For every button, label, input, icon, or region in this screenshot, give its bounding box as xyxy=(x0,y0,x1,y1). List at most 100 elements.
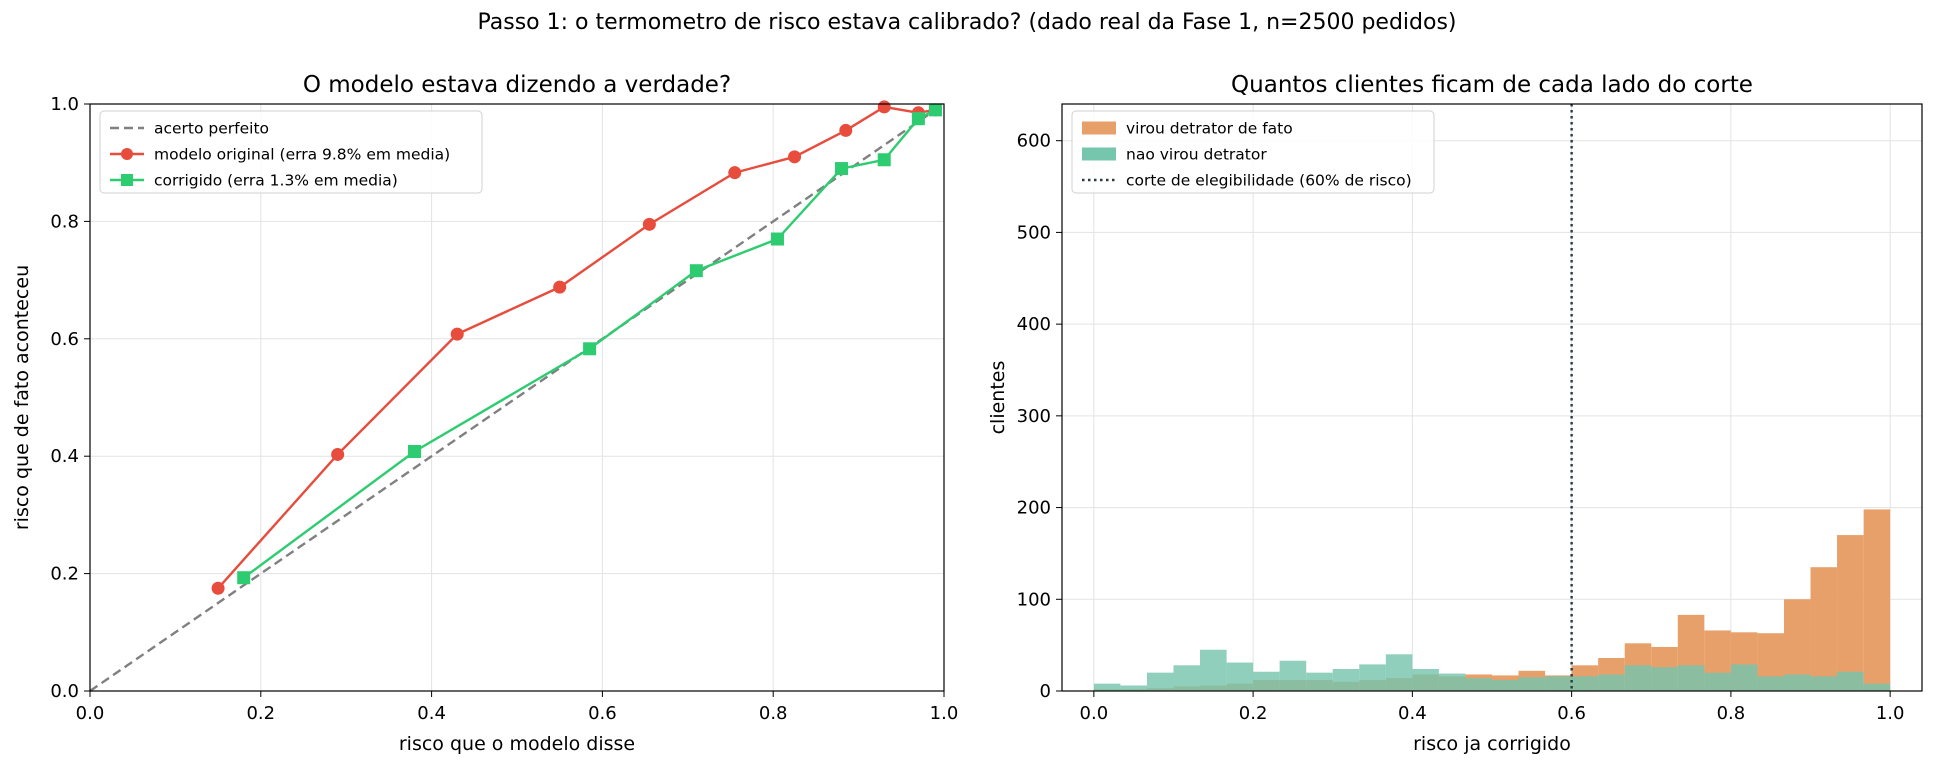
histogram-bar-non-detractor xyxy=(1677,665,1705,691)
calibration-plot: O modelo estava dizendo a verdade? 0.0 0.… xyxy=(11,72,958,755)
y-tick-label: 400 xyxy=(1017,314,1051,335)
histogram-bar-non-detractor xyxy=(1757,676,1785,691)
data-point-circle xyxy=(877,100,891,114)
histogram-bar-non-detractor xyxy=(1226,662,1254,691)
y-tick-label: 1.0 xyxy=(50,94,79,115)
x-tick-label: 0.2 xyxy=(246,703,275,724)
data-point-square xyxy=(237,571,251,585)
legend-marker-square xyxy=(121,174,133,186)
histogram-bar-non-detractor xyxy=(1837,671,1864,691)
histogram-bar-non-detractor xyxy=(1438,673,1466,691)
histogram-bar-non-detractor xyxy=(1863,683,1891,691)
legend-entry-label: corrigido (erra 1.3% em media) xyxy=(154,172,398,190)
data-point-square xyxy=(689,264,703,278)
histogram-plot-x-axis-label: risco ja corrigido xyxy=(1413,733,1571,755)
data-point-circle xyxy=(839,123,853,137)
histogram-bar-non-detractor xyxy=(1651,667,1678,691)
histogram-bar-non-detractor xyxy=(1810,676,1838,691)
histogram-bar-non-detractor xyxy=(1146,672,1174,691)
histogram-bar-non-detractor xyxy=(1093,683,1121,691)
y-tick-label: 200 xyxy=(1017,498,1051,519)
histogram-bar-non-detractor xyxy=(1359,664,1386,691)
data-point-circle xyxy=(331,447,345,461)
y-tick-label: 300 xyxy=(1017,406,1051,427)
data-point-square xyxy=(583,342,597,356)
calibration-plot-x-axis-label: risco que o modelo disse xyxy=(399,733,635,755)
x-tick-label: 0.0 xyxy=(1080,703,1109,724)
y-tick-label: 0.8 xyxy=(50,211,79,232)
x-tick-label: 0.8 xyxy=(1717,703,1746,724)
histogram-bar-non-detractor xyxy=(1385,654,1413,691)
legend-marker-circle xyxy=(121,148,133,160)
histogram-plot-title: Quantos clientes ficam de cada lado do c… xyxy=(1231,72,1753,98)
y-tick-label: 0.2 xyxy=(50,564,79,585)
histogram-plot-y-axis-label: clientes xyxy=(987,361,1009,435)
x-tick-label: 1.0 xyxy=(930,703,959,724)
histogram-bar-non-detractor xyxy=(1704,672,1731,691)
histogram-plot: Quantos clientes ficam de cada lado do c… xyxy=(987,72,1923,755)
x-tick-label: 0.2 xyxy=(1239,703,1268,724)
data-point-circle xyxy=(642,217,656,231)
legend-entry-label: nao virou detrator xyxy=(1126,146,1267,164)
legend-entry-label: acerto perfeito xyxy=(154,120,269,138)
histogram-bar-non-detractor xyxy=(1173,665,1200,691)
data-point-circle xyxy=(728,166,742,180)
histogram-bar-non-detractor xyxy=(1465,678,1492,691)
y-tick-label: 0.4 xyxy=(50,446,79,467)
legend-swatch-patch xyxy=(1082,121,1116,135)
x-tick-label: 1.0 xyxy=(1876,703,1905,724)
histogram-bar-non-detractor xyxy=(1253,671,1280,691)
histogram-bar-non-detractor xyxy=(1784,674,1811,691)
legend-swatch-patch xyxy=(1082,147,1116,161)
calibration-plot-frame xyxy=(89,103,945,692)
histogram-bar-detractor xyxy=(1837,535,1864,691)
data-point-square xyxy=(877,153,891,167)
histogram-bar-non-detractor xyxy=(1624,665,1652,691)
data-point-square xyxy=(408,445,422,459)
histogram-bar-non-detractor xyxy=(1545,676,1572,691)
y-tick-label: 100 xyxy=(1017,589,1051,610)
histogram-bar-non-detractor xyxy=(1199,649,1227,691)
histogram-bar-detractor xyxy=(1863,509,1891,691)
figure-title: Passo 1: o termometro de risco estava ca… xyxy=(477,10,1457,35)
legend-box xyxy=(99,110,483,194)
calibration-plot-legend: acerto perfeito modelo original (erra 9.8… xyxy=(99,110,483,194)
x-tick-label: 0.6 xyxy=(588,703,617,724)
histogram-bar-non-detractor xyxy=(1571,676,1599,691)
histogram-bar-non-detractor xyxy=(1492,679,1519,691)
calibration-plot-title: O modelo estava dizendo a verdade? xyxy=(303,72,731,98)
histogram-bar-non-detractor xyxy=(1598,674,1625,691)
histogram-bar-detractor xyxy=(1810,567,1838,691)
x-tick-label: 0.8 xyxy=(759,703,788,724)
histogram-bar-non-detractor xyxy=(1306,672,1333,691)
data-point-circle xyxy=(211,581,225,595)
histogram-bar-non-detractor xyxy=(1279,660,1307,691)
histogram-plot-ticks: 0.0 0.2 0.4 0.6 0.8 1.0 0 100 200 300 400 500 600 xyxy=(1017,131,1905,724)
histogram-plot-frame xyxy=(1061,103,1923,692)
histogram-plot-legend: virou detrator de fato nao virou detrator… xyxy=(1071,110,1435,194)
y-tick-label: 0.6 xyxy=(50,329,79,350)
data-point-circle xyxy=(553,280,567,294)
histogram-bar-non-detractor xyxy=(1120,685,1147,691)
x-tick-label: 0.4 xyxy=(417,703,446,724)
legend-entry-label: virou detrator de fato xyxy=(1126,120,1293,138)
legend-entry-label: corte de elegibilidade (60% de risco) xyxy=(1126,172,1412,190)
y-tick-label: 0.0 xyxy=(50,681,79,702)
histogram-plot-bars xyxy=(1093,509,1891,691)
data-point-circle xyxy=(788,150,802,164)
y-tick-label: 0 xyxy=(1040,681,1051,702)
legend-entry-label: modelo original (erra 9.8% em media) xyxy=(154,146,450,164)
histogram-bar-non-detractor xyxy=(1412,668,1439,691)
calibration-plot-y-axis-label: risco que de fato aconteceu xyxy=(11,265,33,530)
data-point-square xyxy=(770,232,784,246)
y-tick-label: 500 xyxy=(1017,222,1051,243)
x-tick-label: 0.0 xyxy=(76,703,105,724)
calibration-plot-ticks: 0.0 0.2 0.4 0.6 0.8 1.0 0.0 0.2 0.4 0.6 0.8 1.0 xyxy=(50,94,958,724)
data-point-square xyxy=(911,112,925,126)
calibration-plot-series xyxy=(89,100,945,692)
perfect-calibration-line xyxy=(89,103,945,692)
legend-box xyxy=(1071,110,1435,194)
histogram-bar-non-detractor xyxy=(1730,664,1758,691)
x-tick-label: 0.6 xyxy=(1557,703,1586,724)
